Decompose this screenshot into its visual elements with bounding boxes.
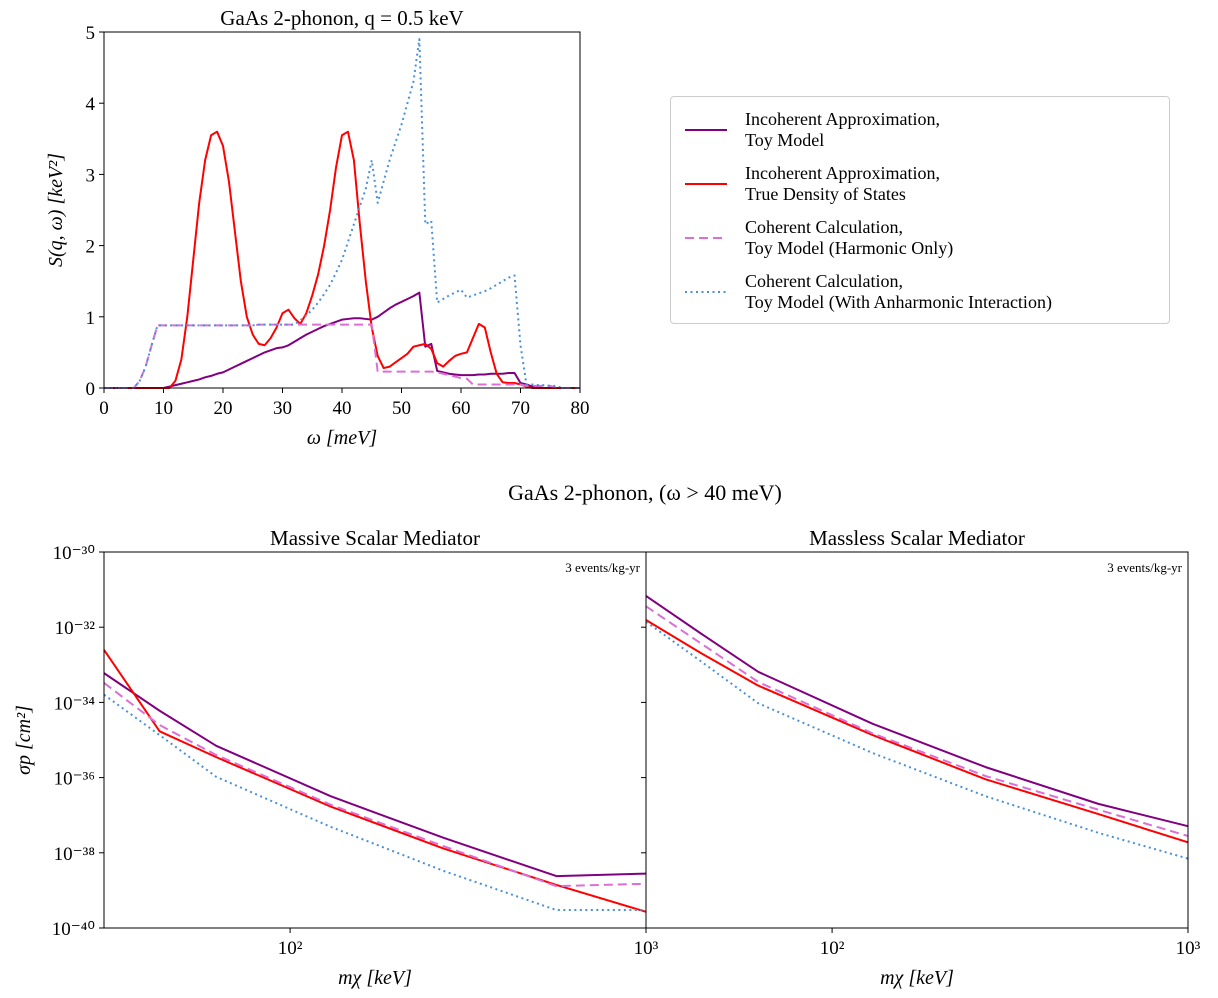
- series-line: [103, 672, 647, 878]
- legend-entry: Coherent Calculation, Toy Model (Harmoni…: [681, 211, 1159, 265]
- series-line: [645, 595, 1189, 828]
- legend-swatch: [685, 183, 727, 185]
- axes-frame: [645, 551, 1189, 929]
- y-axis-label: σp [cm²]: [13, 705, 35, 775]
- x-tick-label: 0: [99, 398, 109, 419]
- x-tick-label: 50: [392, 398, 411, 419]
- axes-frame: [103, 31, 581, 389]
- y-tick-label: 2: [86, 237, 96, 258]
- x-tick-label: 10²: [820, 938, 845, 959]
- chart-title: GaAs 2-phonon, q = 0.5 keV: [220, 6, 463, 30]
- legend-label: Coherent Calculation, Toy Model (With An…: [745, 271, 1052, 312]
- x-tick-label: 70: [511, 398, 530, 419]
- y-tick-label: 1: [86, 308, 96, 329]
- series-line: [645, 605, 1189, 837]
- series-line: [104, 130, 580, 389]
- y-tick-label: 4: [86, 94, 96, 115]
- legend-label: Incoherent Approximation, Toy Model: [745, 109, 940, 150]
- x-axis-label: mχ [keV]: [338, 967, 412, 989]
- annotation: 3 events/kg-yr: [565, 560, 640, 575]
- x-tick-label: 10³: [1176, 938, 1201, 959]
- x-tick-label: 10³: [634, 938, 659, 959]
- x-tick-label: 10²: [278, 938, 303, 959]
- series-line: [104, 323, 580, 389]
- legend: Incoherent Approximation, Toy Model Incoh…: [670, 96, 1170, 324]
- x-axis-label: ω [meV]: [307, 427, 377, 449]
- series-line: [104, 38, 580, 389]
- x-tick-label: 10: [154, 398, 173, 419]
- legend-swatch: [685, 291, 727, 293]
- series-line: [103, 682, 647, 888]
- legend-entry: Incoherent Approximation, Toy Model: [681, 103, 1159, 157]
- legend-label: Coherent Calculation, Toy Model (Harmoni…: [745, 217, 954, 258]
- y-tick-label: 10⁻³²: [55, 618, 96, 639]
- x-tick-label: 60: [452, 398, 471, 419]
- series-line: [103, 649, 647, 913]
- y-tick-label: 10⁻³⁰: [53, 543, 95, 564]
- y-tick-label: 10⁻³⁴: [54, 693, 96, 714]
- x-tick-label: 20: [214, 398, 233, 419]
- y-axis-label: S(q, ω) [keV²]: [45, 153, 67, 267]
- y-tick-label: 10⁻³⁶: [54, 769, 95, 790]
- annotation: 3 events/kg-yr: [1107, 560, 1182, 575]
- y-tick-label: 10⁻³⁸: [54, 844, 95, 865]
- axes-frame: [103, 551, 647, 929]
- legend-entry: Coherent Calculation, Toy Model (With An…: [681, 265, 1159, 319]
- legend-entry: Incoherent Approximation, True Density o…: [681, 157, 1159, 211]
- legend-swatch: [685, 129, 727, 131]
- y-tick-label: 5: [86, 23, 96, 44]
- series-line: [645, 619, 1189, 844]
- chart-title: Massive Scalar Mediator: [270, 526, 480, 550]
- x-axis-label: mχ [keV]: [880, 967, 954, 989]
- y-tick-label: 10⁻⁴⁰: [52, 919, 95, 940]
- figure-title: GaAs 2-phonon, (ω > 40 meV): [508, 480, 782, 505]
- y-tick-label: 3: [86, 165, 96, 186]
- y-tick-label: 0: [86, 379, 96, 400]
- series-line: [104, 291, 580, 389]
- legend-label: Incoherent Approximation, True Density o…: [745, 163, 940, 204]
- x-tick-label: 80: [571, 398, 590, 419]
- x-tick-label: 40: [333, 398, 352, 419]
- x-tick-label: 30: [273, 398, 292, 419]
- legend-swatch: [685, 237, 727, 239]
- chart-title: Massless Scalar Mediator: [809, 526, 1025, 550]
